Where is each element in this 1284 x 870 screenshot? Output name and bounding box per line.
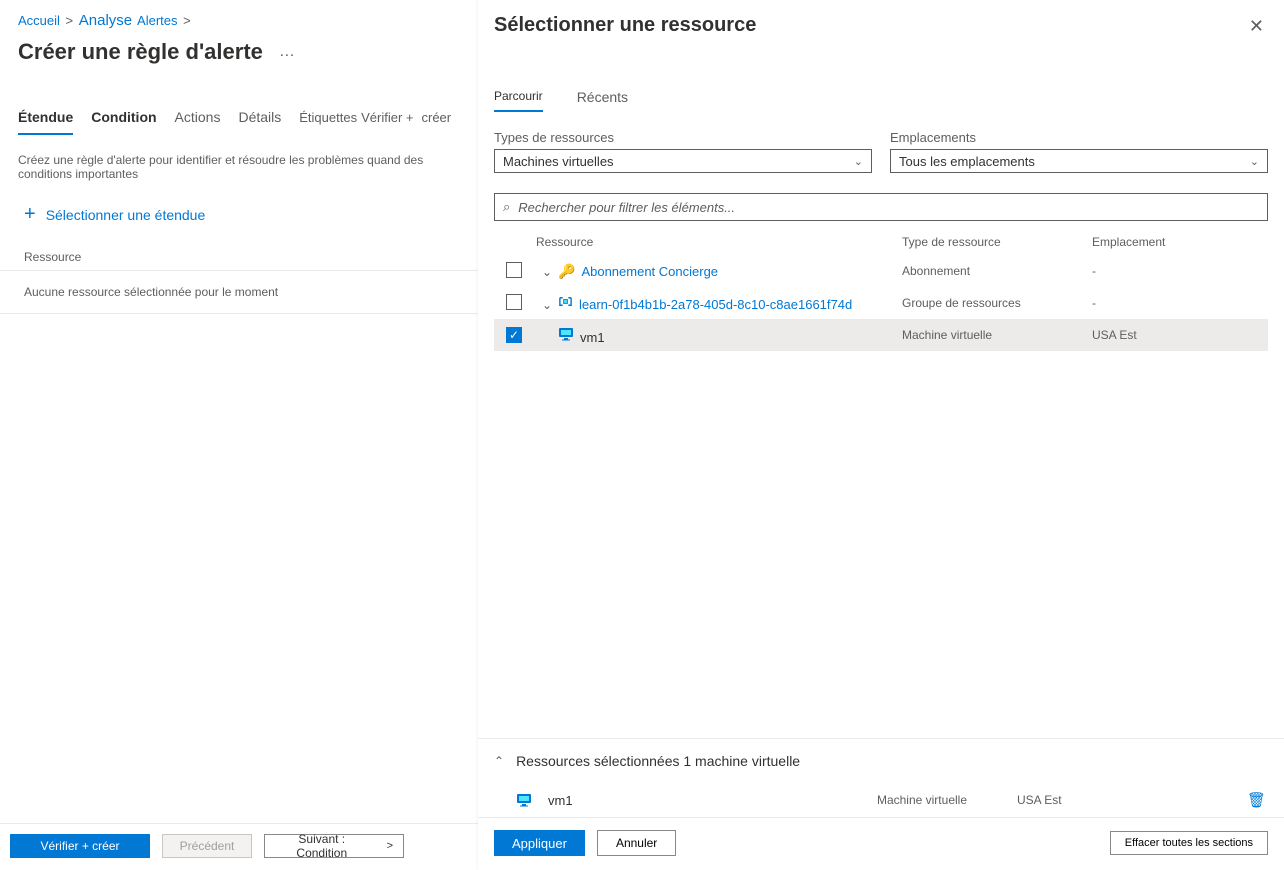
select-scope-button[interactable]: + Sélectionner une étendue [24, 203, 460, 226]
clear-all-button[interactable]: Effacer toutes les sections [1110, 831, 1268, 855]
search-input[interactable] [518, 200, 1259, 215]
resource-table-header: Ressource Type de ressource Emplacement [494, 231, 1268, 255]
no-resource-text: Aucune ressource sélectionnée pour le mo… [24, 285, 460, 299]
breadcrumb-alerts[interactable]: Alertes [137, 13, 177, 28]
chevron-down-icon: ⌄ [1250, 155, 1259, 168]
next-button-label: Suivant : Condition [275, 832, 369, 860]
location-dropdown[interactable]: Tous les emplacements ⌄ [890, 149, 1268, 173]
key-icon: 🔑 [558, 263, 575, 280]
selected-resource-row: vm1 Machine virtuelle USA Est 🗑 [494, 791, 1268, 809]
tab-creer[interactable]: créer [421, 110, 451, 133]
more-icon[interactable]: … [279, 43, 296, 61]
selected-resources-section: ⌃ Ressources sélectionnées 1 machine vir… [494, 739, 1268, 817]
selected-resource-type: Machine virtuelle [877, 793, 1017, 807]
divider [0, 270, 478, 271]
plus-icon: + [24, 203, 36, 226]
resource-type: Abonnement [902, 264, 1092, 278]
resource-type-dropdown[interactable]: Machines virtuelles ⌄ [494, 149, 872, 173]
breadcrumb: Accueil > Analyse Alertes > [18, 12, 460, 29]
resource-row[interactable]: ⌄ learn-0f1b4b1b-2a78-405d-8c10-c8ae1661f… [494, 287, 1268, 319]
checkbox[interactable] [506, 262, 522, 278]
resource-group-icon [558, 294, 573, 309]
apply-button[interactable]: Appliquer [494, 830, 585, 856]
resource-row[interactable]: ⌄ 🔑 Abonnement Concierge Abonnement- [494, 255, 1268, 287]
previous-button: Précédent [162, 834, 252, 858]
select-scope-label: Sélectionner une étendue [46, 207, 206, 223]
create-alert-page: Accueil > Analyse Alertes > Créer une rè… [0, 0, 478, 870]
wizard-tabs: Étendue Condition Actions Détails Étique… [18, 109, 460, 135]
resource-type-label: Types de ressources [494, 130, 872, 145]
selected-resource-name: vm1 [548, 793, 573, 808]
tab-etendue[interactable]: Étendue [18, 109, 73, 135]
selected-resources-header: Ressources sélectionnées 1 machine virtu… [516, 753, 800, 769]
chevron-up-icon[interactable]: ⌃ [494, 754, 504, 768]
page-title: Créer une règle d'alerte [18, 39, 263, 65]
tab-parcourir[interactable]: Parcourir [494, 89, 543, 112]
resource-row[interactable]: ✓ vm1 Machine virtuelleUSA Est [494, 319, 1268, 351]
vm-icon [558, 326, 574, 342]
tab-actions[interactable]: Actions [175, 109, 221, 133]
wizard-description: Créez une règle d'alerte pour identifier… [18, 153, 460, 181]
panel-tabs: Parcourir Récents [494, 89, 1268, 112]
search-icon: ⌕ [503, 199, 510, 215]
chevron-down-icon[interactable]: ⌄ [542, 298, 554, 312]
close-icon[interactable]: ✕ [1245, 14, 1268, 39]
location-value: Tous les emplacements [899, 154, 1035, 169]
select-resource-panel: Sélectionner une ressource ✕ Parcourir R… [478, 0, 1284, 870]
col-location: Emplacement [1092, 235, 1268, 249]
resource-label: Abonnement Concierge [581, 264, 718, 279]
resource-location: - [1092, 296, 1268, 310]
search-box[interactable]: ⌕ [494, 193, 1268, 221]
panel-title: Sélectionner une ressource [494, 14, 756, 37]
vm-icon [516, 792, 532, 808]
chevron-down-icon[interactable]: ⌄ [542, 265, 554, 279]
checkbox[interactable] [506, 294, 522, 310]
tab-details[interactable]: Détails [238, 109, 281, 133]
delete-icon[interactable]: 🗑 [1247, 791, 1268, 809]
resource-label: vm1 [580, 330, 605, 345]
tab-condition[interactable]: Condition [91, 109, 156, 133]
wizard-footer: Vérifier + créer Précédent Suivant : Con… [0, 823, 478, 870]
tab-verifier[interactable]: Vérifier + [361, 110, 413, 133]
resource-location: USA Est [1092, 328, 1268, 342]
col-resource: Ressource [528, 235, 902, 249]
resource-type: Machine virtuelle [902, 328, 1092, 342]
resource-location: - [1092, 264, 1268, 278]
location-label: Emplacements [890, 130, 1268, 145]
chevron-right-icon: > [387, 840, 393, 852]
resource-tree: ⌄🔑Abonnement ConciergeAbonnement-⌄learn-… [494, 255, 1268, 351]
resource-label: learn-0f1b4b1b-2a78-405d-8c10-c8ae1661f7… [579, 297, 852, 312]
verify-create-button[interactable]: Vérifier + créer [10, 834, 150, 858]
checkbox[interactable]: ✓ [506, 327, 522, 343]
chevron-down-icon: ⌄ [854, 155, 863, 168]
divider [0, 313, 478, 314]
col-type: Type de ressource [902, 235, 1092, 249]
breadcrumb-home[interactable]: Accueil [18, 13, 60, 28]
next-button[interactable]: Suivant : Condition > [264, 834, 404, 858]
cancel-button[interactable]: Annuler [597, 830, 676, 856]
resource-type-value: Machines virtuelles [503, 154, 614, 169]
tab-etiquettes[interactable]: Étiquettes [299, 110, 357, 133]
breadcrumb-analyse[interactable]: Analyse [79, 12, 132, 29]
selected-resource-location: USA Est [1017, 793, 1247, 807]
tab-recents[interactable]: Récents [577, 89, 628, 112]
resource-column-header: Ressource [24, 250, 460, 264]
panel-footer: Appliquer Annuler Effacer toutes les sec… [494, 818, 1268, 870]
resource-type: Groupe de ressources [902, 296, 1092, 310]
